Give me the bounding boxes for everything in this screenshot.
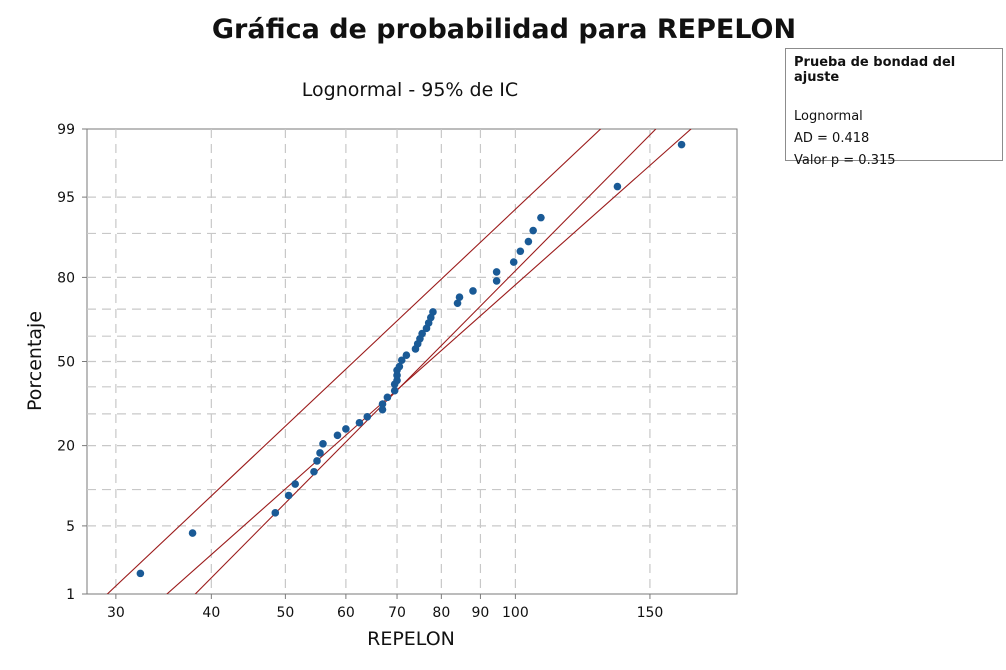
- x-tick-label: 40: [202, 605, 220, 621]
- data-point: [395, 362, 404, 371]
- y-tick-label: 80: [57, 270, 75, 286]
- data-point: [613, 182, 622, 191]
- x-tick-label: 80: [432, 605, 450, 621]
- data-point: [291, 480, 299, 488]
- x-axis-label: REPELON: [367, 628, 455, 650]
- data-point: [453, 299, 462, 308]
- data-point: [310, 467, 318, 476]
- ad-statistic: AD = 0.418: [794, 131, 870, 146]
- p-value: Valor p = 0.315: [794, 153, 896, 168]
- y-tick-label: 1: [66, 587, 75, 603]
- fitted-line: [166, 129, 692, 594]
- data-point: [429, 308, 437, 316]
- data-point: [355, 418, 364, 427]
- data-point: [342, 425, 350, 433]
- data-point: [418, 329, 426, 338]
- data-point: [363, 413, 372, 421]
- data-point: [402, 351, 411, 360]
- y-axis-label: Porcentaje: [24, 311, 46, 411]
- fit-lines: [106, 129, 692, 594]
- data-point: [529, 226, 537, 235]
- grid-lines: [87, 129, 737, 594]
- x-tick-label: 150: [637, 605, 664, 621]
- data-points: [136, 140, 686, 578]
- x-tick-label: 70: [388, 605, 406, 621]
- ci-upper-line: [106, 129, 602, 594]
- x-tick-label: 90: [472, 605, 490, 621]
- data-point: [397, 356, 406, 365]
- data-point: [136, 569, 145, 578]
- data-point: [313, 457, 321, 465]
- chart-title: Gráfica de probabilidad para REPELON: [212, 14, 796, 45]
- data-point: [378, 405, 387, 414]
- data-point: [492, 268, 501, 276]
- y-axis-ticks: 1 5 20 50 80 95 99: [57, 122, 87, 603]
- data-point: [524, 237, 533, 246]
- x-tick-label: 50: [276, 605, 294, 621]
- y-tick-label: 99: [57, 122, 75, 138]
- data-point: [383, 393, 392, 402]
- ci-lower-line: [194, 129, 657, 594]
- y-tick-label: 50: [57, 355, 75, 371]
- data-point: [378, 400, 387, 408]
- x-tick-label: 30: [107, 605, 125, 621]
- y-tick-label: 95: [57, 190, 75, 206]
- x-axis-ticks: 30 40 50 60 70 80 90 100 150: [107, 594, 663, 621]
- data-point: [677, 140, 686, 149]
- distribution-name: Lognormal: [794, 109, 863, 124]
- data-point: [284, 491, 293, 500]
- data-point: [469, 287, 477, 295]
- goodness-of-fit-title: Prueba de bondad del ajuste: [794, 55, 956, 85]
- x-tick-label: 100: [502, 605, 529, 621]
- data-point: [537, 213, 545, 222]
- data-point: [333, 431, 342, 440]
- y-tick-label: 5: [66, 519, 75, 535]
- data-point: [271, 509, 280, 517]
- data-point: [390, 386, 399, 395]
- chart-subtitle: Lognormal - 95% de IC: [302, 79, 518, 101]
- data-point: [516, 247, 525, 256]
- goodness-of-fit-box: Prueba de bondad del ajuste Lognormal AD…: [785, 48, 1003, 168]
- data-point: [316, 449, 324, 457]
- data-point: [509, 258, 518, 266]
- data-point: [492, 277, 501, 285]
- data-point: [188, 529, 197, 537]
- x-tick-label: 60: [337, 605, 355, 621]
- data-point: [455, 293, 464, 302]
- y-tick-label: 20: [57, 439, 75, 455]
- data-point: [319, 440, 327, 448]
